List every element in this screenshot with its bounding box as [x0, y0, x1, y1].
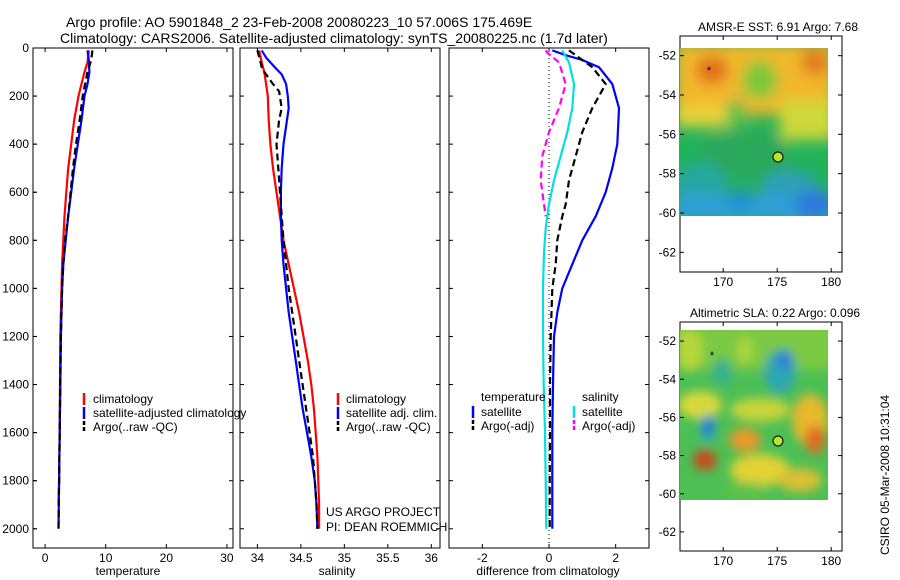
sst-map-ticks: 170 175 180 -52 -54 -56 -58 -60 -62: [659, 36, 842, 289]
sst-map-image: [680, 48, 828, 216]
depth-tick-label: 800: [9, 233, 29, 247]
depth-tick-label: 1600: [2, 426, 29, 440]
lat-tick-label: -52: [659, 334, 677, 348]
project-label: US ARGO PROJECT: [326, 505, 441, 519]
salinity-panel: 34 34.5 35 35.5 36: [240, 47, 440, 565]
sst-map-title: AMSR-E SST: 6.91 Argo: 7.68: [698, 20, 858, 34]
x-tick-label: 0: [546, 551, 553, 565]
legend-label-satellite: satellite adj. clim.: [346, 406, 437, 420]
series-line-temperature-satellite: [551, 49, 621, 529]
series-line-climatology: [258, 50, 321, 529]
sla-map-image: [680, 330, 828, 500]
lon-tick-label: 175: [767, 554, 787, 568]
x-tick-label: 30: [220, 551, 234, 565]
sla-map-title: Altimetric SLA: 0.22 Argo: 0.096: [690, 306, 860, 320]
depth-axis: 0 200 400 600 800 1000 1200 1400 1600 1800 2000: [2, 41, 37, 536]
figure-title-line2: Climatology: CARS2006. Satellite-adjuste…: [60, 30, 608, 46]
credit-label: CSIRO 05-Mar-2008 10:31:04: [878, 395, 892, 555]
lon-tick-label: 175: [767, 275, 787, 289]
series-line-satellite-adj-clim-: [260, 49, 319, 529]
lat-tick-label: -58: [659, 167, 677, 181]
difference-panel: -2 0 2: [449, 47, 649, 565]
depth-tick-label: 1400: [2, 378, 29, 392]
difference-legend: temperature satellite Argo(-adj) salinit…: [471, 390, 635, 433]
lat-tick-label: -54: [659, 372, 677, 386]
series-line-temperature-argo-adj-: [548, 49, 607, 529]
lat-tick-label: -52: [659, 49, 677, 63]
legend-label-climatology: climatology: [93, 392, 153, 406]
figure-title-line1: Argo profile: AO 5901848_2 23-Feb-2008 2…: [66, 14, 532, 30]
legend-label-sal-satellite: satellite: [582, 405, 623, 419]
x-tick-label: 0: [42, 551, 49, 565]
depth-tick-label: 600: [9, 185, 29, 199]
depth-tick-label: 400: [9, 137, 29, 151]
x-tick-label: 2: [612, 551, 619, 565]
lat-tick-label: -62: [659, 245, 677, 259]
lat-tick-label: -58: [659, 449, 677, 463]
lat-tick-label: -62: [659, 525, 677, 539]
depth-tick-label: 1800: [2, 474, 29, 488]
sla-argo-marker: [772, 435, 784, 447]
temperature-legend: climatology satellite-adjusted climatolo…: [82, 392, 246, 434]
legend-title-temperature: temperature: [481, 390, 546, 404]
legend-label-argo: Argo(..raw -QC): [93, 420, 178, 434]
x-tick-label: 10: [99, 551, 113, 565]
legend-label-satellite: satellite-adjusted climatology: [93, 406, 246, 420]
temperature-xlabel: temperature: [96, 564, 161, 578]
series-line-argo-raw-qc-: [57, 50, 94, 529]
depth-tick-label: 0: [22, 41, 29, 55]
legend-label-argo: Argo(..raw -QC): [346, 420, 431, 434]
lat-tick-label: -56: [659, 127, 677, 141]
difference-xlabel: difference from climatology: [476, 564, 619, 578]
pi-label: PI: DEAN ROEMMICH: [326, 520, 447, 534]
sst-argo-marker: [772, 151, 784, 163]
depth-tick-label: 2000: [2, 522, 29, 536]
sla-star-marker: *: [710, 350, 715, 362]
lon-tick-label: 180: [821, 554, 841, 568]
temperature-axes: [32, 47, 234, 549]
legend-label-climatology: climatology: [346, 392, 406, 406]
lon-tick-label: 170: [713, 554, 733, 568]
x-tick-label: 34.5: [289, 551, 313, 565]
lon-tick-label: 170: [713, 275, 733, 289]
sst-star-marker: *: [707, 65, 712, 77]
legend-title-salinity: salinity: [582, 390, 619, 404]
series-line-salinity-satellite: [541, 49, 576, 529]
lat-tick-label: -54: [659, 88, 677, 102]
x-tick-label: 34: [251, 551, 265, 565]
sla-map-ticks: 170 175 180 -52 -54 -56 -58 -60 -62: [659, 322, 842, 568]
legend-label-sal-argo: Argo(-adj): [582, 419, 635, 433]
legend-label-temp-argo: Argo(-adj): [481, 419, 534, 433]
x-tick-label: 36: [425, 551, 439, 565]
lat-tick-label: -56: [659, 410, 677, 424]
lon-tick-label: 180: [821, 275, 841, 289]
series-line-argo-raw-qc-: [256, 50, 319, 529]
x-tick-label: -2: [477, 551, 488, 565]
lat-tick-label: -60: [659, 487, 677, 501]
x-tick-label: 35: [338, 551, 352, 565]
depth-tick-label: 1200: [2, 329, 29, 343]
depth-tick-label: 1000: [2, 281, 29, 295]
legend-label-temp-satellite: satellite: [481, 405, 522, 419]
series-line-salinity-argo-adj-: [539, 49, 567, 217]
salinity-axes: [239, 47, 441, 549]
temperature-panel: 0 10 20 30: [33, 47, 234, 565]
lat-tick-label: -60: [659, 206, 677, 220]
salinity-xlabel: salinity: [319, 564, 356, 578]
x-tick-label: 35.5: [376, 551, 400, 565]
salinity-legend: climatology satellite adj. clim. Argo(..…: [336, 392, 437, 434]
x-tick-label: 20: [160, 551, 174, 565]
depth-tick-label: 200: [9, 89, 29, 103]
